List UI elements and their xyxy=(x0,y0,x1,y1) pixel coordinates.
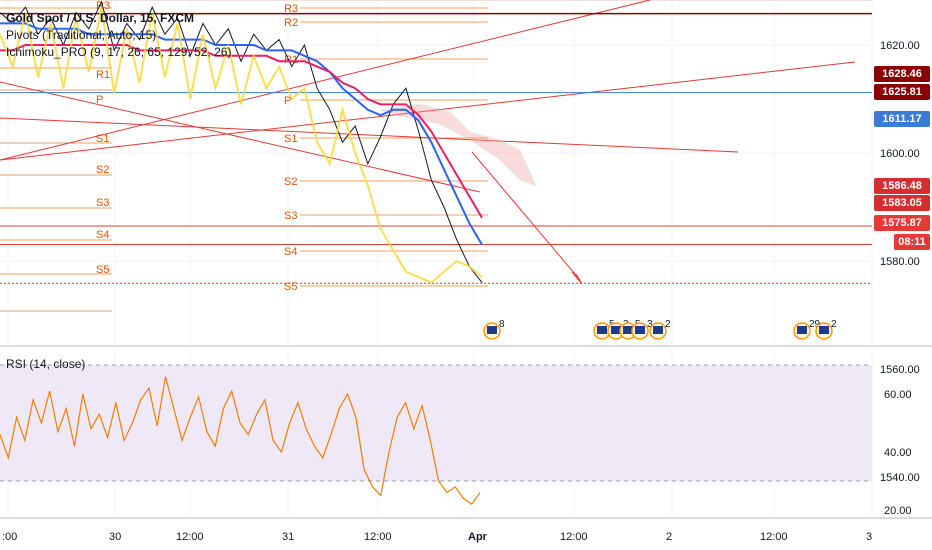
x-tick-label: Apr xyxy=(468,531,488,543)
x-tick-label: 12:00 xyxy=(560,531,588,543)
y-tick-label: 1560.00 xyxy=(880,364,920,376)
event-flag-icon xyxy=(635,326,645,334)
event-flag-icon xyxy=(597,326,607,334)
x-tick-label: 12:00 xyxy=(760,531,788,543)
event-count-label: 8 xyxy=(499,319,505,330)
price-series-3 xyxy=(0,7,483,284)
pivot-label-day2: S1 xyxy=(284,133,297,145)
projection-arrow-head xyxy=(571,271,583,285)
pivot-label-day2: S5 xyxy=(284,281,297,293)
projection-arrow-line xyxy=(471,151,581,281)
countdown-tag: 08:11 xyxy=(898,236,926,248)
pivot-label-day2: S2 xyxy=(284,176,297,188)
pivot-label-day1: S2 xyxy=(96,164,109,176)
y-tick-label: 1620.00 xyxy=(880,40,920,52)
pivot-label-day2: S3 xyxy=(284,210,297,222)
ichimoku-cloud xyxy=(379,103,537,187)
price-tag-bg xyxy=(894,234,930,250)
legend-title: Gold Spot / U.S. Dollar, 15, FXCM xyxy=(6,11,195,25)
price-tag-0: 1628.46 xyxy=(882,68,922,80)
event-count-label: 2 xyxy=(665,319,671,330)
pivot-label-day2: R3 xyxy=(284,3,298,15)
pivot-label-day2: R2 xyxy=(284,17,298,29)
event-count-label: 3 xyxy=(647,319,653,330)
price-tag-bg xyxy=(874,178,930,194)
trend-line-2 xyxy=(0,117,739,153)
rsi-band xyxy=(0,365,872,481)
event-flag-icon xyxy=(653,326,663,334)
trend-line-3 xyxy=(0,61,856,161)
pivot-label-day2: P xyxy=(284,95,291,107)
y-tick-label: 1600.00 xyxy=(880,148,920,160)
price-tag-bg xyxy=(874,215,930,231)
price-series-1 xyxy=(0,22,483,246)
pivot-label-day1: P xyxy=(96,94,103,106)
y-tick-label: 1540.00 xyxy=(880,472,920,484)
price-tag-bg xyxy=(874,195,930,211)
price-tag-1: 1625.81 xyxy=(882,86,922,98)
event-markers: 852532292 xyxy=(483,319,837,340)
y-tick-label: 1580.00 xyxy=(880,256,920,268)
price-tag-3: 1586.48 xyxy=(882,180,922,192)
rsi-pane xyxy=(0,364,872,506)
x-tick-label: 12:00 xyxy=(176,531,204,543)
price-tag-5: 1575.87 xyxy=(882,217,922,229)
price-tag-bg xyxy=(874,66,930,82)
legend-pivots: Pivots (Traditional, Auto, 15) xyxy=(6,28,157,42)
rsi-legend: RSI (14, close) xyxy=(6,357,86,371)
rsi-line xyxy=(0,376,481,506)
event-flag-icon xyxy=(819,326,829,334)
rsi-tick-label: 40.00 xyxy=(884,447,912,459)
event-flag-icon xyxy=(487,326,497,334)
rsi-tick-label: 20.00 xyxy=(884,505,912,517)
pivot-label-day1: S5 xyxy=(96,264,109,276)
x-tick-label: 12:00 xyxy=(364,531,392,543)
event-count-label: 29 xyxy=(809,319,821,330)
legend-ichimoku: Ichimoku_PRO (9, 17, 26, 65, 129, 52, 26… xyxy=(6,45,232,59)
trend-line-1 xyxy=(0,81,481,193)
x-tick-label: 2 xyxy=(666,531,672,543)
chart-legend: Gold Spot / U.S. Dollar, 15, FXCM Pivots… xyxy=(6,10,231,61)
pivot-label-day1: S4 xyxy=(96,229,109,241)
event-flag-icon xyxy=(611,326,621,334)
x-tick-label: 3 xyxy=(866,531,872,543)
price-tag-bg xyxy=(874,84,930,100)
x-tick-label: 30 xyxy=(109,531,121,543)
x-tick-label: :00 xyxy=(2,531,17,543)
event-flag-icon xyxy=(797,326,807,334)
price-tag-bg xyxy=(874,111,930,127)
pivot-label-day1: R1 xyxy=(96,69,110,81)
pivot-label-day1: S3 xyxy=(96,197,109,209)
trend-line-0 xyxy=(0,0,651,161)
price-tag-4: 1583.05 xyxy=(882,197,922,209)
event-flag-icon xyxy=(623,326,633,334)
pivot-label-day2: S4 xyxy=(284,246,297,258)
rsi-tick-label: 60.00 xyxy=(884,389,912,401)
price-series-0 xyxy=(0,0,483,283)
price-series-2 xyxy=(0,44,483,219)
price-tag-2: 1611.17 xyxy=(882,113,922,125)
x-tick-label: 31 xyxy=(282,531,294,543)
event-count-label: 2 xyxy=(831,319,837,330)
